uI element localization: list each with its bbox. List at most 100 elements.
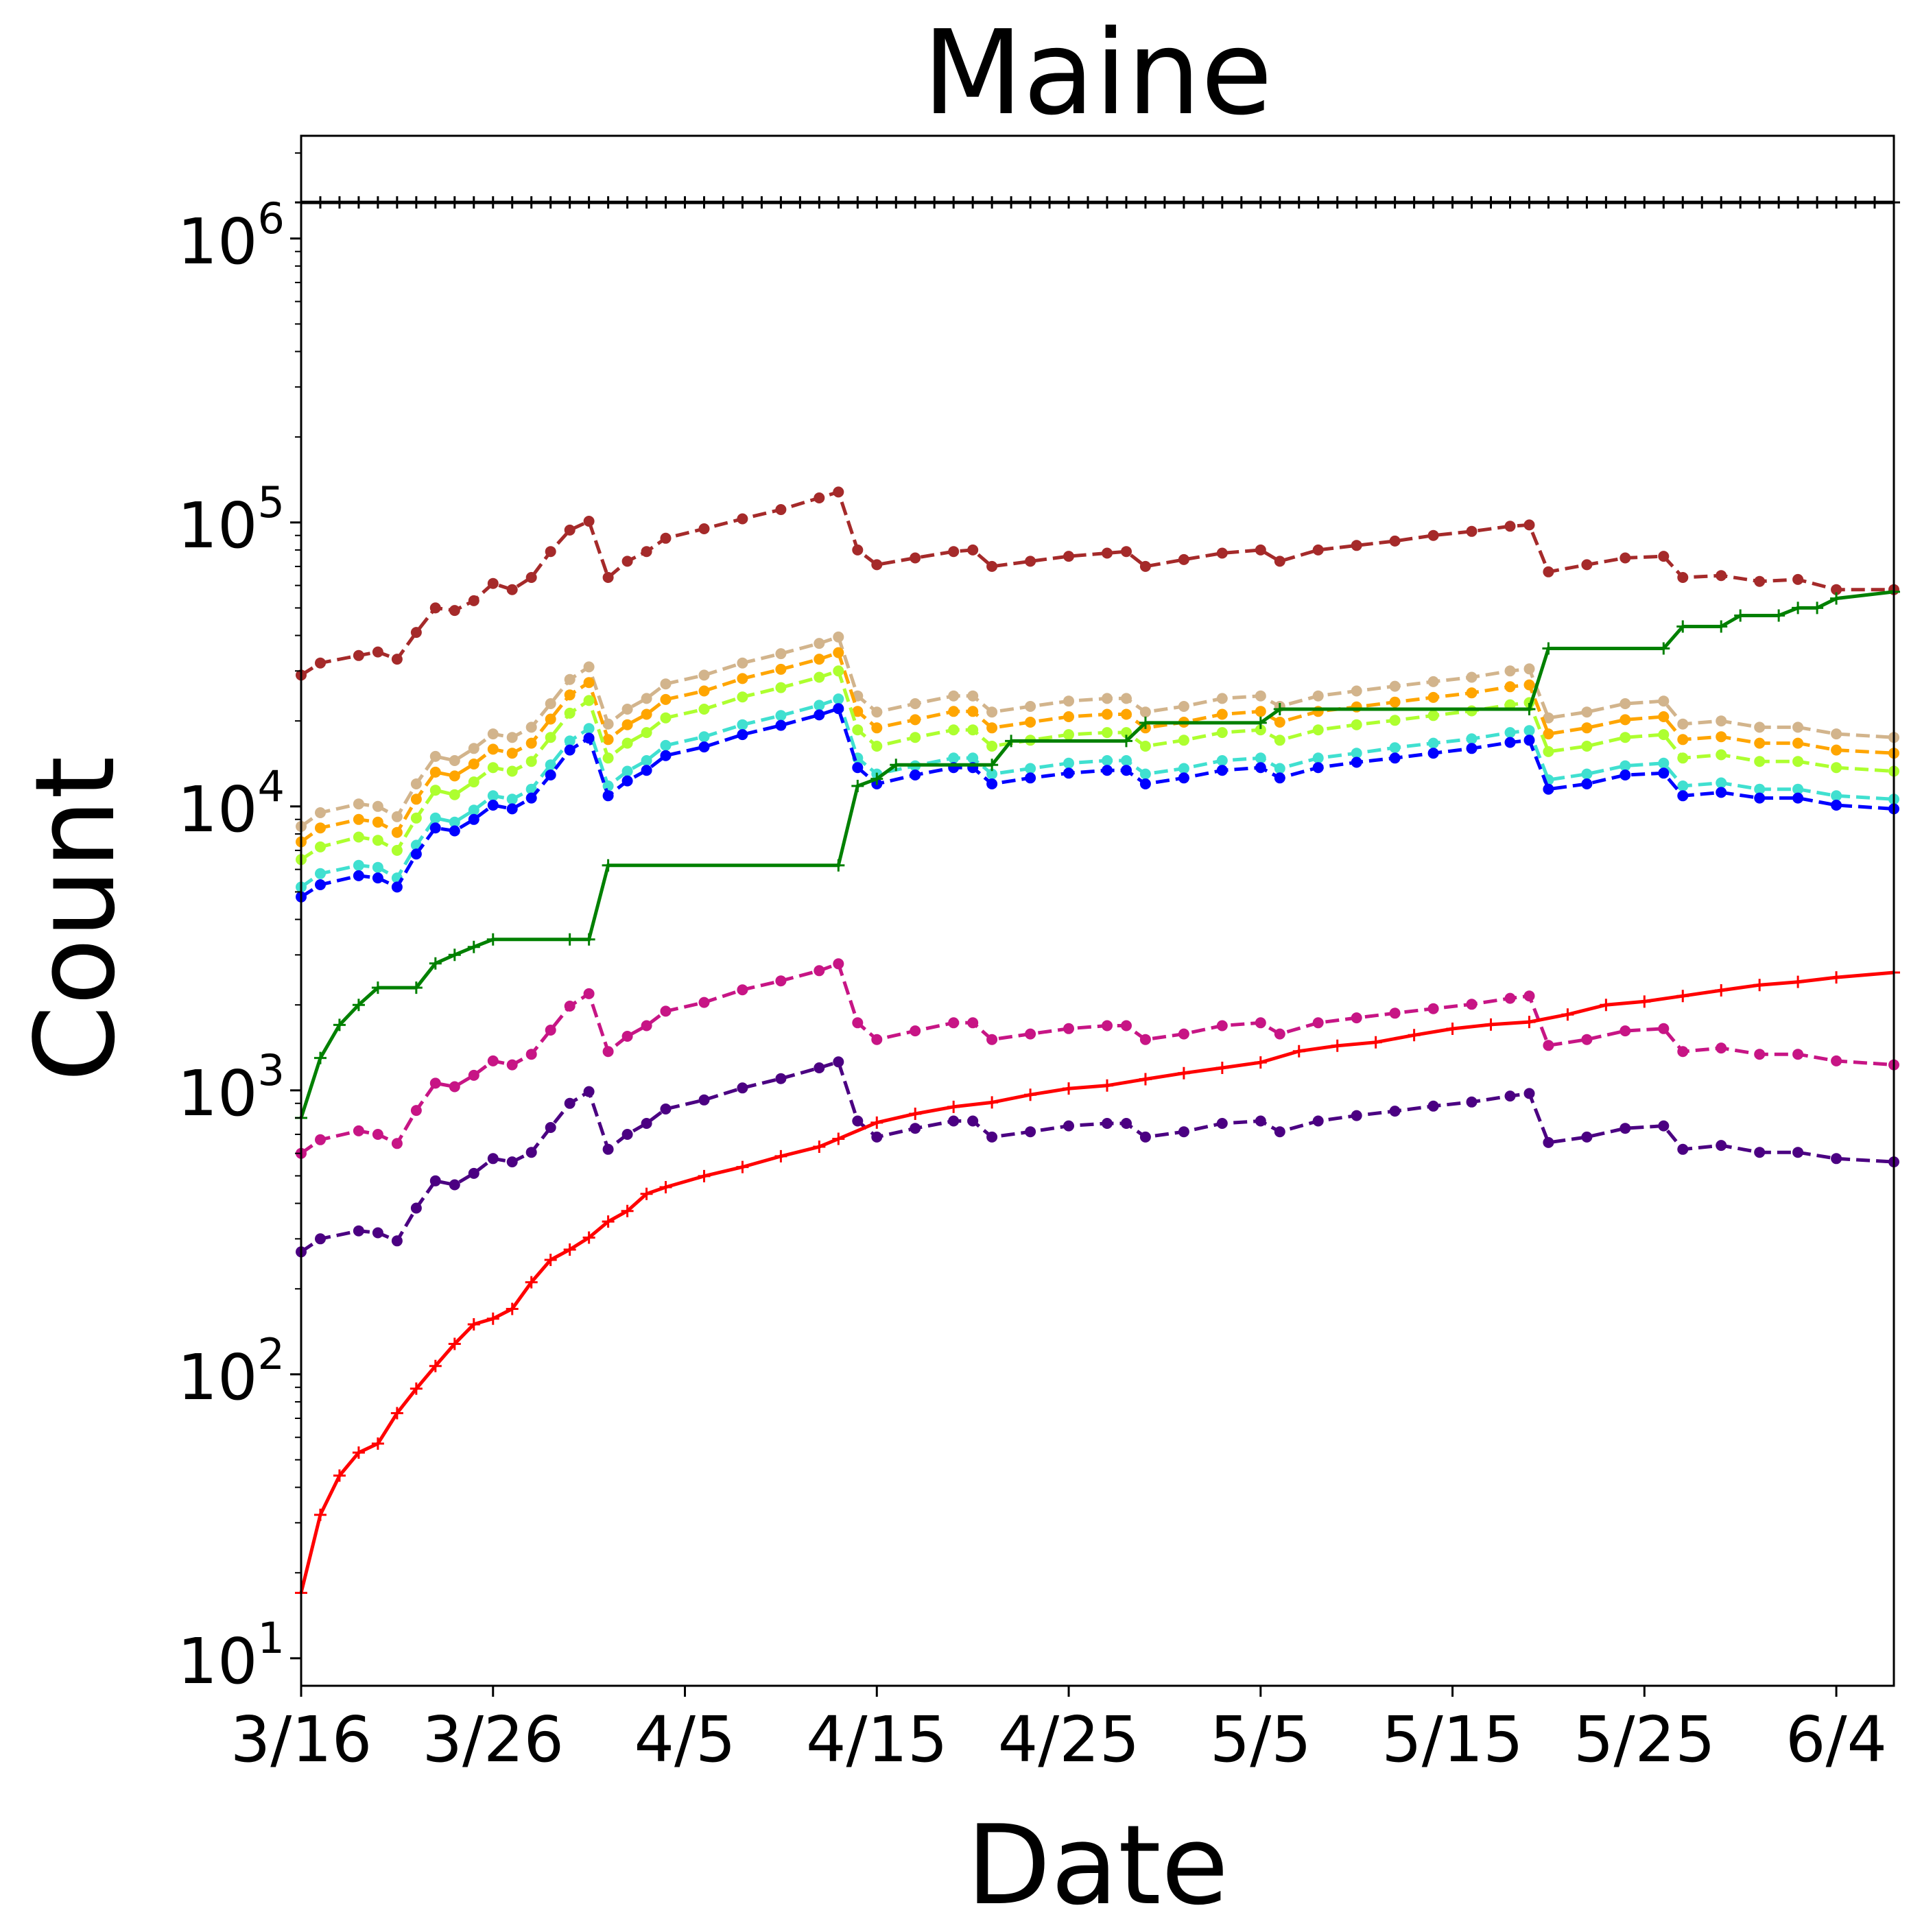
data-point <box>486 196 499 209</box>
data-point <box>1830 971 1843 984</box>
data-point <box>1350 196 1363 209</box>
data-point <box>659 1181 672 1194</box>
data-point <box>1620 1025 1631 1037</box>
data-point <box>602 752 614 764</box>
data-point <box>1581 722 1593 734</box>
data-point <box>1025 1126 1036 1138</box>
y-tick-label: 105 <box>177 477 285 562</box>
data-point <box>1716 777 1727 789</box>
data-point <box>525 196 538 209</box>
data-point <box>468 759 479 770</box>
data-point <box>391 1138 403 1149</box>
data-point <box>1523 663 1535 675</box>
data-point <box>621 1204 634 1217</box>
data-point <box>315 1233 326 1245</box>
data-point <box>1543 566 1554 577</box>
data-point <box>814 700 825 711</box>
data-point <box>391 881 403 893</box>
data-point <box>544 1253 557 1266</box>
data-point <box>1063 757 1074 769</box>
data-point <box>449 825 460 837</box>
data-point <box>698 669 710 681</box>
data-point <box>717 196 730 209</box>
data-point <box>1830 196 1843 209</box>
data-point <box>775 682 787 693</box>
data-point <box>448 1337 461 1350</box>
data-point <box>986 1131 998 1143</box>
y-tick-label: 104 <box>177 761 285 846</box>
data-point <box>564 524 576 536</box>
data-point <box>545 713 556 725</box>
plot-frame <box>300 134 1895 1687</box>
data-point <box>1716 1140 1727 1152</box>
data-point <box>1178 772 1189 784</box>
data-point <box>563 933 576 946</box>
data-point <box>449 1179 460 1191</box>
data-point <box>1504 681 1516 693</box>
data-point <box>1542 642 1555 655</box>
data-point <box>1754 756 1766 767</box>
x-tick-label: 5/5 <box>1210 1703 1312 1776</box>
data-point <box>545 698 556 709</box>
data-point <box>1351 540 1362 551</box>
data-point <box>333 1469 346 1482</box>
data-point <box>1716 731 1727 743</box>
data-point <box>487 728 499 740</box>
x-tick-label: 3/16 <box>230 1703 372 1776</box>
data-point <box>1657 196 1670 209</box>
data-point <box>1389 680 1401 692</box>
data-point <box>371 196 384 209</box>
data-point <box>315 879 326 890</box>
data-point <box>966 196 980 209</box>
data-point <box>602 572 614 583</box>
data-point <box>583 988 595 999</box>
data-point <box>545 1025 556 1036</box>
data-point <box>986 560 998 572</box>
data-point <box>1620 732 1631 743</box>
data-point <box>1754 792 1766 804</box>
data-point <box>698 1169 711 1182</box>
data-point <box>506 732 518 743</box>
data-point <box>890 196 903 209</box>
data-point <box>468 776 479 788</box>
data-point <box>1561 1008 1574 1021</box>
data-point <box>1121 546 1132 558</box>
data-point <box>852 706 864 717</box>
data-point <box>794 196 807 209</box>
data-point <box>410 1382 423 1395</box>
series-0 <box>295 196 1900 209</box>
data-point <box>1389 715 1401 726</box>
data-point <box>1273 196 1286 209</box>
data-point <box>986 778 998 789</box>
data-point <box>449 1081 460 1093</box>
data-point <box>1581 768 1593 780</box>
data-point <box>372 816 383 828</box>
data-point <box>564 1097 576 1109</box>
data-point <box>852 762 864 774</box>
data-point <box>1178 553 1189 565</box>
data-point <box>1658 695 1670 707</box>
data-point <box>333 1018 346 1031</box>
data-point <box>1465 196 1478 209</box>
data-point <box>1063 1082 1076 1095</box>
series-5 <box>296 693 1899 893</box>
data-point <box>506 765 518 777</box>
data-point <box>564 1001 576 1012</box>
data-point <box>660 1104 672 1114</box>
data-point <box>449 789 460 800</box>
data-point <box>1102 708 1113 720</box>
data-point <box>871 1131 883 1143</box>
data-point <box>852 1115 864 1127</box>
data-point <box>1620 698 1631 709</box>
data-point <box>544 196 557 209</box>
data-point <box>353 870 364 881</box>
data-point <box>832 196 845 209</box>
data-point <box>1466 525 1478 537</box>
data-point <box>1658 551 1670 562</box>
data-point <box>410 778 422 789</box>
data-point <box>602 734 614 746</box>
data-point <box>1792 792 1804 804</box>
data-point <box>1388 196 1401 209</box>
data-point <box>1734 609 1747 622</box>
data-point <box>1178 1028 1189 1040</box>
